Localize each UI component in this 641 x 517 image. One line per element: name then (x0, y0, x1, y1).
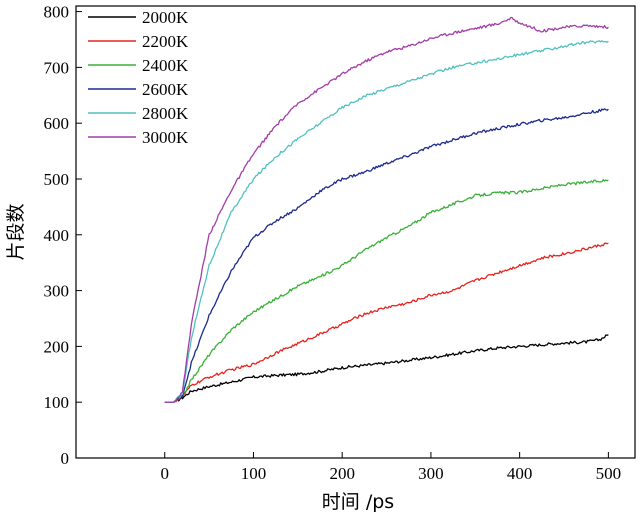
series-line-2200K (164, 242, 609, 403)
series-lines (164, 16, 609, 403)
legend-label: 2600K (142, 80, 189, 99)
x-tick-label: 0 (160, 464, 169, 483)
x-tick-label: 400 (507, 464, 533, 483)
x-tick-label: 100 (241, 464, 267, 483)
y-tick-label: 0 (61, 449, 70, 468)
legend-label: 2800K (142, 104, 189, 123)
y-tick-label: 400 (44, 226, 70, 245)
axis-ticks: 0 100 200 300 400 500 0 100 200 300 400 500 600 700 80… (44, 3, 622, 483)
y-tick-label: 500 (44, 170, 70, 189)
y-tick-label: 100 (44, 393, 70, 412)
y-tick-label: 300 (44, 282, 70, 301)
y-tick-label: 800 (44, 3, 70, 22)
series-line-2800K (164, 40, 609, 403)
legend-label: 2000K (142, 8, 189, 27)
legend-label: 3000K (142, 128, 189, 147)
legend: 2000K 2200K 2400K 2600K 2800K 3000K (88, 8, 189, 147)
series-line-2400K (164, 179, 609, 403)
y-tick-label: 600 (44, 114, 70, 133)
series-line-2000K (164, 334, 609, 403)
series-line-2600K (164, 108, 609, 403)
legend-label: 2200K (142, 32, 189, 51)
y-axis-title: 片段数 (5, 203, 27, 260)
x-tick-label: 200 (329, 464, 355, 483)
y-tick-label: 700 (44, 58, 70, 77)
x-tick-label: 500 (596, 464, 622, 483)
y-tick-label: 200 (44, 337, 70, 356)
x-axis-title: 时间 /ps (322, 491, 394, 513)
plot-frame (75, 5, 636, 459)
legend-label: 2400K (142, 56, 189, 75)
x-tick-label: 300 (418, 464, 444, 483)
series-line-3000K (164, 16, 609, 403)
